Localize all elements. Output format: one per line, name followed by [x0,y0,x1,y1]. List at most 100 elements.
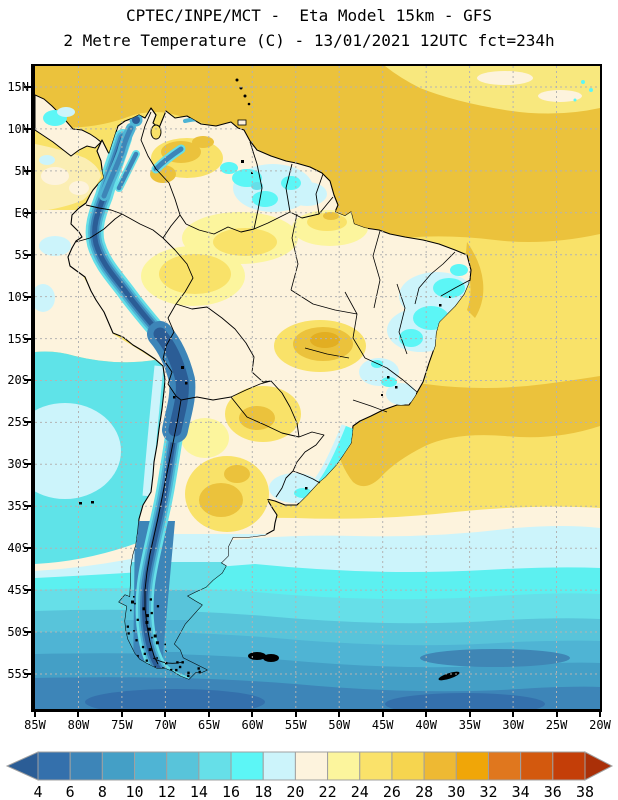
ocean-palecyan-patch [39,236,71,256]
colorbar-tick-label: 8 [98,783,107,800]
amazon-warm-yellow [213,228,277,256]
fjord-speck [126,625,129,628]
fjord-speck [153,634,157,638]
lat-tick-label: 45S [7,583,29,598]
falkland-islands [263,654,279,662]
lat-tick-mark [24,295,31,298]
fjord-speck [130,609,132,612]
colorbar-tick-label: 34 [512,783,530,800]
fjord-speck [133,596,135,598]
map-title-line1: CPTEC/INPE/MCT - Eta Model 15km - GFS [125,6,493,25]
colorbar-cell [166,751,200,781]
lat-tick-label: 35S [7,499,29,514]
fjord-speck [149,598,152,601]
lat-tick-mark [24,86,31,88]
peak-speck [439,304,442,307]
colorbar-tick-label: 14 [190,783,208,800]
lat-tick-label: 50S [7,625,29,640]
colorbar-below-range-arrow [5,751,39,781]
lon-tick-label: 30W [502,718,524,732]
border-peru-brazil [162,237,194,305]
lat-tick-label: 55S [7,666,29,681]
colorbar-cell [134,751,168,781]
lat-tick-label: 15S [7,331,29,346]
lat-tick-label: 10N [7,121,29,136]
ne-brazil-cool-cyan [433,278,465,298]
lon-tick-mark [251,712,254,717]
fjord-speck [147,627,151,631]
llanos-hot [192,136,214,148]
temperature-map-canvas [35,66,600,709]
ocean-palecyan-patch [39,155,55,165]
fjord-speck [151,636,153,639]
lake-maracaibo [150,124,162,140]
guiana-cool-cyan [252,191,278,207]
antilles-island [247,102,251,106]
border-chile-bolivia [162,358,182,401]
colorbar-tick-label: 16 [222,783,240,800]
lat-tick-label: 5S [14,247,29,262]
fjord-speck [141,645,145,649]
se-brazil-cool-cyan [381,377,397,387]
lat-tick-label: 10S [7,289,29,304]
border-bolivia-brazil [175,303,272,383]
magellan-strait [152,657,184,664]
ocean-palecyan-cell [35,403,121,499]
lon-tick-mark [512,712,515,717]
border-ecuador-peru [75,213,123,243]
lat-tick-mark [24,379,31,382]
lon-tick-mark [120,712,123,717]
lon-tick-mark [338,712,341,717]
colorbar-cell [37,751,71,781]
lat-tick-label: 30S [7,457,29,472]
lon-tick-label: 35W [458,718,481,732]
lat-tick-mark [24,589,31,592]
land-layer [35,94,472,680]
colorbar-cell [198,751,232,781]
fjord-speck [187,674,190,677]
lon-tick-label: 70W [154,718,177,732]
lat-tick-label: 15N [7,80,29,94]
colorbar-tick-label: 32 [479,783,497,800]
border-venezuela-guyana [249,141,263,230]
lon-tick-label: 75W [111,718,133,732]
lat-tick-mark [24,211,31,214]
fjord-speck [131,600,134,604]
lon-tick-label: 55W [284,718,307,732]
peak-speck [395,386,398,389]
central-america-cool-patch [57,107,75,117]
lon-tick-label: 25W [545,718,568,732]
border-suriname-frguiana [315,173,324,215]
colorbar-cell [552,751,586,781]
chaco-hot [239,406,275,430]
border-peru-bolivia [162,303,177,360]
fjord-speck [145,614,149,618]
fjord-speck [155,641,159,645]
border-paraguay-brazil [270,380,300,438]
ocean-cool-speck [573,98,577,102]
temperature-colorbar: 4 6 8 10 12 14 16 18 20 22 24 26 28 30 32 34 36 38 [5,751,614,800]
fjord-speck [198,670,201,674]
border-colombia-venezuela [140,111,187,225]
colorbar-cell [327,751,361,781]
ocean-cream-streak [477,71,533,85]
colorbar-tick-label: 26 [383,783,401,800]
ocean-coldest-patch [85,689,265,709]
antilles-island [235,78,239,82]
ocean-coldest-patch [385,693,545,709]
fjord-speck [175,668,178,672]
lat-tick-mark [24,169,31,172]
peak-speck [173,396,176,399]
lat-tick-label: 40S [7,541,29,556]
fjord-speck [134,602,136,605]
map-title-line2: 2 Metre Temperature (C) - 13/01/2021 12U… [63,31,555,50]
amazon-hot-speck [323,212,339,220]
fjord-speck [164,643,166,646]
lon-tick-label: 40W [415,718,437,732]
ocean-cold-streak [420,649,570,667]
lat-tick-mark [24,505,31,508]
ne-brazil-cool-cyan [450,264,468,276]
fjord-speck [150,611,153,615]
ocean-palecyan-patch [35,284,55,312]
